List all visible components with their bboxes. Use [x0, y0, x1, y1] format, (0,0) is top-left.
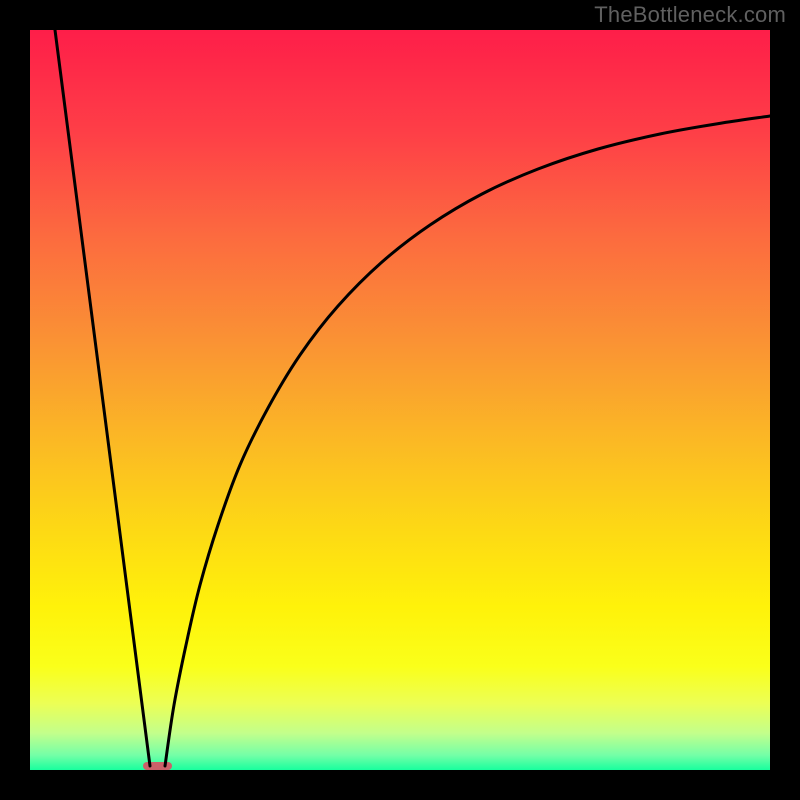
valley-bottom-bar	[143, 762, 172, 770]
plot-background	[30, 30, 770, 770]
bottleneck-chart	[0, 0, 800, 800]
watermark-text: TheBottleneck.com	[594, 2, 786, 28]
